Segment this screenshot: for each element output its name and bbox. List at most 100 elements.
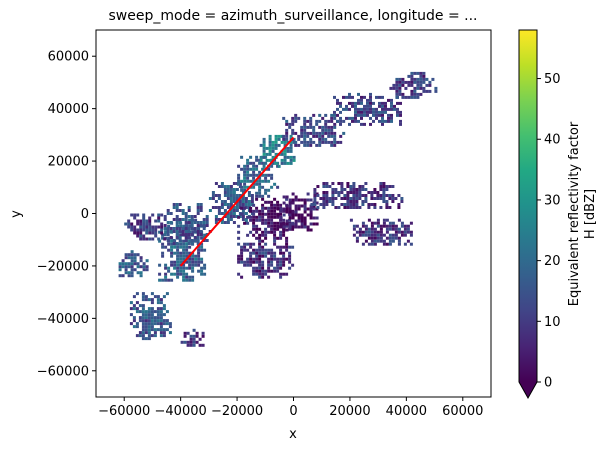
echo-cell xyxy=(385,206,389,209)
echo-cell xyxy=(252,212,256,216)
echo-cell xyxy=(321,116,325,120)
echo-cell xyxy=(229,185,233,188)
echo-cell xyxy=(262,155,266,159)
echo-region xyxy=(349,218,413,246)
echo-cell xyxy=(159,313,163,317)
echo-cell xyxy=(271,155,275,159)
echo-cell xyxy=(153,319,157,323)
echo-cell xyxy=(202,218,206,221)
echo-cell xyxy=(162,328,166,332)
echo-cell xyxy=(124,271,128,275)
echo-cell xyxy=(190,221,194,224)
echo-cell xyxy=(175,227,179,230)
echo-cell xyxy=(130,265,134,269)
echo-cell xyxy=(264,188,268,192)
echo-cell xyxy=(378,119,381,123)
echo-cell xyxy=(303,207,307,211)
echo-cell xyxy=(312,113,316,117)
echo-cell xyxy=(280,158,284,162)
echo-cell xyxy=(379,233,383,237)
echo-cell xyxy=(331,200,335,203)
echo-cell xyxy=(176,257,180,261)
echo-cell xyxy=(258,179,262,183)
echo-cell xyxy=(361,230,365,234)
echo-cell xyxy=(170,245,174,249)
echo-cell xyxy=(294,113,298,117)
echo-cell xyxy=(328,200,332,203)
echo-cell xyxy=(176,260,180,264)
echo-cell xyxy=(416,86,420,90)
echo-cell xyxy=(300,216,304,220)
echo-cell xyxy=(259,143,263,147)
echo-cell xyxy=(166,212,170,215)
echo-cell xyxy=(337,194,341,197)
echo-cell xyxy=(255,182,259,186)
echo-cell xyxy=(232,215,236,218)
echo-cell xyxy=(343,203,347,206)
echo-cell xyxy=(372,107,375,111)
echo-cell xyxy=(303,216,307,220)
echo-cell xyxy=(182,224,186,228)
echo-cell xyxy=(169,212,173,215)
echo-cell xyxy=(283,155,287,159)
echo-cell xyxy=(258,260,262,264)
echo-cell xyxy=(306,143,310,147)
echo-cell xyxy=(150,334,154,338)
echo-cell xyxy=(154,219,158,223)
echo-cell xyxy=(340,188,344,191)
echo-cell xyxy=(229,197,233,200)
echo-cell xyxy=(349,218,353,222)
echo-cell xyxy=(144,313,148,317)
echo-cell xyxy=(132,295,136,299)
echo-cell xyxy=(249,218,253,222)
echo-cell xyxy=(315,216,319,220)
echo-cell xyxy=(145,228,149,232)
echo-cell xyxy=(133,262,137,266)
echo-cell xyxy=(339,110,342,114)
echo-cell xyxy=(345,107,348,111)
echo-cell xyxy=(179,272,183,276)
echo-cell xyxy=(241,191,245,194)
echo-cell xyxy=(188,278,192,282)
echo-cell xyxy=(279,275,283,279)
echo-cell xyxy=(255,257,259,261)
echo-cell xyxy=(370,236,374,240)
echo-cell xyxy=(258,161,262,165)
echo-cell xyxy=(285,228,289,232)
echo-cell xyxy=(205,221,209,224)
echo-cell xyxy=(184,215,188,218)
echo-cell xyxy=(322,191,326,194)
echo-cell xyxy=(369,95,372,99)
echo-cell xyxy=(267,266,271,270)
echo-cell xyxy=(325,197,329,200)
echo-cell xyxy=(258,239,262,243)
echo-cell xyxy=(381,119,384,123)
echo-cell xyxy=(273,227,277,231)
echo-cell xyxy=(196,221,200,224)
echo-cell xyxy=(139,219,143,223)
echo-cell xyxy=(179,266,183,270)
echo-cell xyxy=(336,119,339,123)
echo-cell xyxy=(286,161,290,165)
echo-cell xyxy=(410,95,414,99)
echo-cell xyxy=(294,119,298,123)
echo-cell xyxy=(130,228,134,232)
echo-cell xyxy=(370,203,374,206)
echo-cell xyxy=(268,152,272,156)
echo-cell xyxy=(199,221,203,224)
echo-cell xyxy=(397,236,401,240)
echo-cell xyxy=(176,272,180,276)
echo-cell xyxy=(270,203,274,207)
echo-cell xyxy=(330,131,334,135)
echo-cell xyxy=(170,251,174,255)
echo-cell xyxy=(183,340,187,344)
echo-cell xyxy=(401,77,405,81)
echo-cell xyxy=(285,134,289,138)
echo-cell xyxy=(264,242,268,246)
echo-cell xyxy=(267,218,271,222)
echo-cell xyxy=(240,257,244,261)
echo-cell xyxy=(291,227,295,231)
echo-cell xyxy=(211,197,215,200)
echo-cell xyxy=(191,263,195,267)
echo-cell xyxy=(130,256,134,260)
